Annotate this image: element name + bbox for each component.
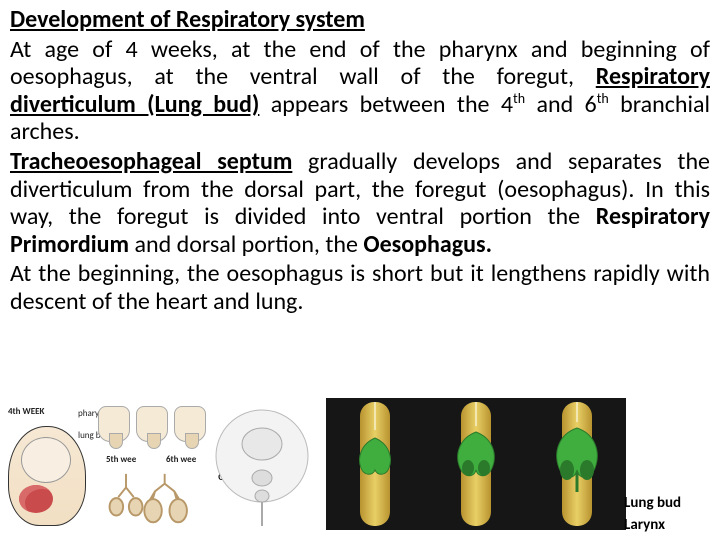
bud-stage-3 — [174, 406, 206, 442]
p2-term-tracheoesophageal-septum: Tracheoesophageal septum — [10, 147, 292, 176]
sup-4th: th — [513, 90, 525, 107]
paragraph-1: At age of 4 weeks, at the end of the pha… — [10, 36, 710, 146]
figure-row: 4th WEEK pharynx lung bud 5th wee 6th we… — [6, 398, 714, 536]
foregut-tubes-panel — [326, 398, 626, 530]
p2-term-oesophagus: Oesophagus. — [363, 230, 492, 259]
label-lung-bud: Lung bud — [624, 494, 706, 512]
tube-stage-2 — [433, 402, 519, 526]
page-title: Development of Respiratory system — [10, 6, 710, 34]
bud-stage-2 — [136, 406, 168, 442]
sup-6th: th — [597, 90, 609, 107]
embryo-sagittal-section — [8, 426, 86, 526]
paragraph-2: Tracheoesophageal septum gradually devel… — [10, 148, 710, 258]
paragraph-3: At the beginning, the oesophagus is shor… — [10, 260, 710, 315]
label-4th-week: 4th WEEK — [8, 406, 44, 417]
bronchi-branching — [106, 472, 204, 530]
label-6th-week: 6th wee — [166, 454, 196, 465]
p1-text-d: and 6 — [525, 90, 597, 119]
tube-stage-3 — [534, 402, 620, 526]
p2-text-d: and dorsal portion, the — [129, 230, 363, 259]
bud-stage-1 — [98, 406, 130, 442]
embryo-cross-section — [212, 406, 312, 534]
embryo-stages-figure: 4th WEEK pharynx lung bud 5th wee 6th we… — [6, 402, 216, 536]
label-5th-week: 5th wee — [106, 454, 136, 465]
label-larynx: Larynx — [624, 516, 706, 534]
p1-text-c: appears between the 4 — [259, 90, 513, 119]
tube-stage-1 — [332, 402, 418, 526]
